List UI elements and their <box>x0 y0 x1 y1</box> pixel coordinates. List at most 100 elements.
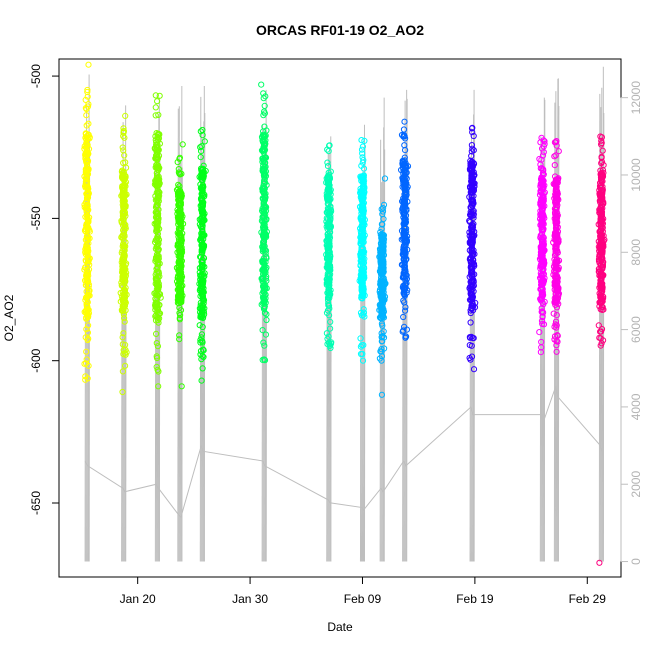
data-point <box>198 217 205 225</box>
data-point <box>360 262 367 269</box>
data-point <box>83 159 90 166</box>
data-point <box>466 334 474 341</box>
data-point <box>120 274 127 281</box>
data-point <box>83 272 90 279</box>
data-point <box>377 348 384 355</box>
data-point <box>380 215 387 223</box>
data-point <box>262 93 269 100</box>
data-point <box>177 274 184 281</box>
x-axis-label: Date <box>327 620 353 634</box>
data-point <box>377 229 384 236</box>
o2-points-layer <box>81 61 608 566</box>
data-point <box>262 331 269 338</box>
data-point <box>261 217 268 224</box>
data-point <box>358 288 366 295</box>
data-point <box>359 234 366 241</box>
data-point <box>153 152 160 159</box>
data-point <box>122 362 129 369</box>
outlier-point <box>85 61 92 68</box>
data-point <box>119 144 126 151</box>
data-point <box>468 197 475 204</box>
data-point <box>154 156 161 163</box>
data-point <box>85 266 93 273</box>
outlier-point <box>179 141 186 148</box>
data-point <box>467 319 474 326</box>
data-point <box>175 181 182 188</box>
data-point <box>400 232 408 239</box>
data-point <box>378 255 385 263</box>
data-point <box>327 318 334 325</box>
altitude-trace-8 <box>379 139 382 562</box>
x-tick-label: Jan 20 <box>120 592 156 606</box>
data-point <box>379 333 386 340</box>
x-tick-label: Feb 19 <box>456 592 494 606</box>
data-point <box>154 182 161 189</box>
data-point <box>377 302 385 309</box>
altitude-trace-12 <box>553 102 556 562</box>
data-point <box>84 162 91 169</box>
data-point <box>84 336 91 344</box>
data-point <box>469 232 476 239</box>
y-tick-label: -500 <box>29 64 43 88</box>
outlier-point <box>359 357 367 364</box>
data-point <box>469 295 476 302</box>
data-point <box>154 276 161 283</box>
data-point <box>154 273 161 280</box>
data-point <box>468 242 475 249</box>
flight-series-0 <box>81 61 93 383</box>
flight-series-9 <box>398 118 412 341</box>
data-point <box>155 195 162 202</box>
data-point <box>82 154 89 161</box>
data-point <box>175 274 182 281</box>
data-point <box>399 157 406 165</box>
data-point <box>84 276 91 283</box>
data-point <box>156 92 163 99</box>
data-point <box>261 207 268 215</box>
data-point <box>82 134 89 141</box>
data-point <box>120 230 127 237</box>
data-point <box>120 244 128 252</box>
outlier-point <box>378 391 385 398</box>
data-point <box>261 228 268 235</box>
data-point <box>121 286 128 293</box>
data-point <box>469 298 476 305</box>
data-point <box>401 259 408 266</box>
data-point <box>468 193 475 200</box>
data-point <box>360 286 367 293</box>
data-point <box>121 253 128 261</box>
data-point <box>359 204 366 212</box>
data-point <box>82 96 89 104</box>
data-point <box>378 333 385 340</box>
data-point <box>197 154 204 161</box>
data-point <box>378 274 385 281</box>
data-point <box>156 315 163 322</box>
data-point <box>401 266 408 273</box>
data-point <box>201 138 208 145</box>
data-point <box>154 343 161 350</box>
data-point <box>85 292 92 299</box>
data-point <box>468 288 475 295</box>
data-point <box>85 322 92 329</box>
data-point <box>197 253 204 260</box>
data-point <box>83 326 90 333</box>
data-point <box>259 195 266 202</box>
y-tick-label: -650 <box>29 491 43 515</box>
data-point <box>358 244 365 251</box>
data-point <box>199 184 206 191</box>
data-point <box>177 217 184 224</box>
data-point <box>361 272 368 280</box>
data-point <box>358 146 366 153</box>
data-point <box>359 150 366 157</box>
data-point <box>402 184 409 191</box>
data-point <box>120 283 127 290</box>
altitude-trace-5 <box>262 178 265 562</box>
data-point <box>152 112 159 119</box>
data-point <box>259 274 266 281</box>
data-point <box>381 296 388 303</box>
data-point <box>468 284 475 291</box>
data-point <box>175 166 182 173</box>
data-point <box>200 199 207 206</box>
data-point <box>178 170 185 177</box>
data-point <box>468 186 475 193</box>
